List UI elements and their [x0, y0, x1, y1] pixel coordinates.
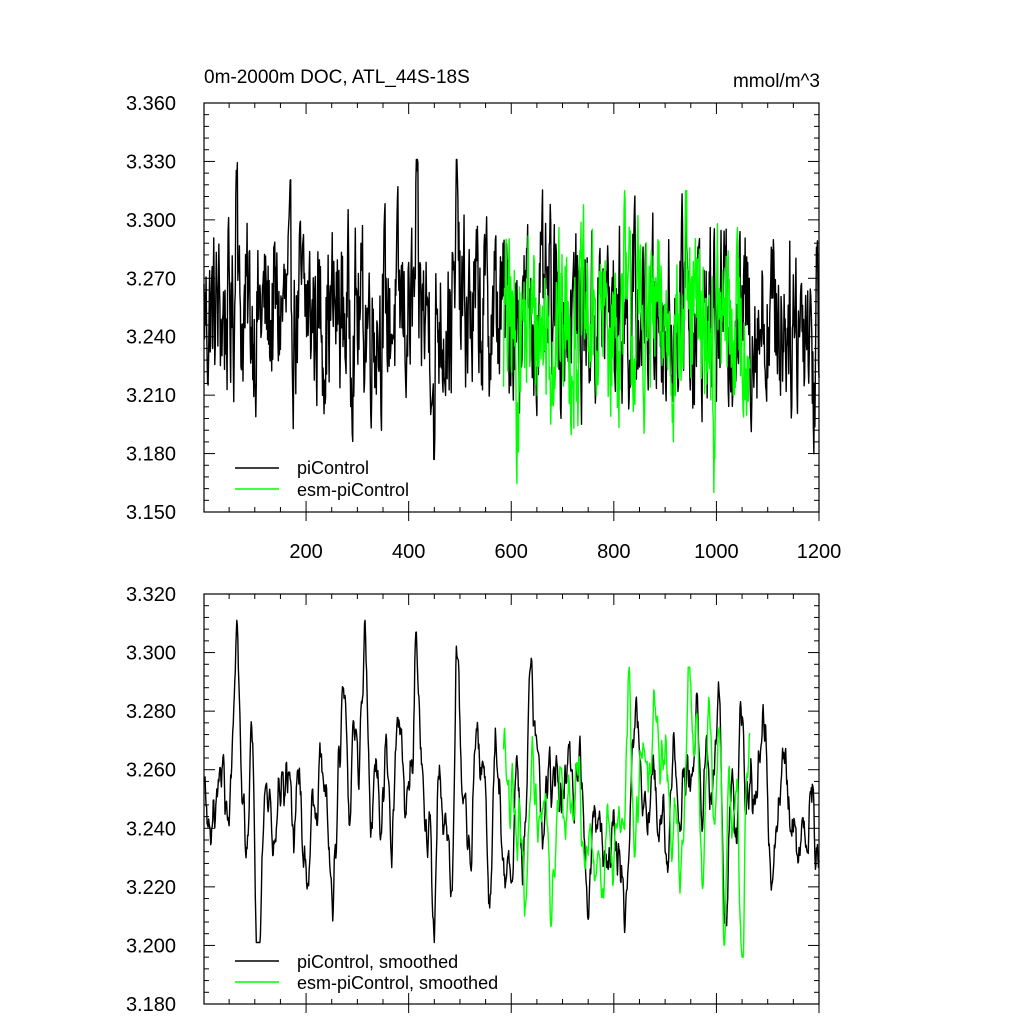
y-tick-label: 3.240: [126, 818, 176, 840]
legend-label-picontrol: piControl: [297, 458, 369, 478]
top-panel-series: [203, 158, 820, 494]
legend-label-esm-picontrol-smoothed: esm-piControl, smoothed: [297, 973, 498, 993]
bottom-panel: 3.180 3.200 3.220 3.240 3.260 3.280 3.300 3.320…: [126, 584, 820, 1016]
bottom-panel-series: [203, 619, 820, 958]
x-tick-label: 400: [392, 541, 425, 563]
y-tick-label: 3.260: [126, 760, 176, 782]
x-tick-label: 600: [495, 541, 528, 563]
y-tick-label: 3.270: [126, 268, 176, 290]
series-line-esm-picontrol-smoothed: [502, 666, 751, 958]
y-tick-label: 3.300: [126, 643, 176, 665]
y-tick-label: 3.180: [126, 994, 176, 1016]
y-tick-label: 3.240: [126, 327, 176, 349]
x-tick-label: 1000: [694, 541, 739, 563]
bottom-panel-legend: piControl, smoothed esm-piControl, smoot…: [235, 952, 498, 993]
y-tick-label: 3.300: [126, 210, 176, 232]
y-tick-label: 3.150: [126, 502, 176, 524]
top-panel: 0m-2000m DOC, ATL_44S-18S mmol/m^3 3.150…: [126, 67, 841, 563]
top-panel-x-axis: 200 400 600 800 1000 1200: [228, 103, 842, 563]
bottom-panel-x-axis: [228, 594, 820, 1013]
series-line-picontrol-smoothed: [203, 619, 820, 944]
y-tick-label: 3.220: [126, 877, 176, 899]
top-panel-y-axis: 3.150 3.180 3.210 3.240 3.270 3.300 3.330 3.360: [126, 93, 819, 524]
x-tick-label: 1200: [797, 541, 842, 563]
bottom-panel-y-axis: 3.180 3.200 3.220 3.240 3.260 3.280 3.300 3.320: [126, 584, 819, 1016]
x-tick-label: 800: [597, 541, 630, 563]
y-tick-label: 3.280: [126, 701, 176, 723]
legend-label-esm-picontrol: esm-piControl: [297, 480, 409, 500]
x-tick-label: 200: [289, 541, 322, 563]
y-tick-label: 3.180: [126, 444, 176, 466]
series-line-esm-picontrol: [502, 189, 751, 494]
top-panel-legend: piControl esm-piControl: [235, 458, 409, 500]
y-tick-label: 3.330: [126, 151, 176, 173]
legend-label-picontrol-smoothed: piControl, smoothed: [297, 952, 458, 972]
y-tick-label: 3.320: [126, 584, 176, 606]
top-panel-units: mmol/m^3: [733, 71, 820, 92]
y-tick-label: 3.200: [126, 935, 176, 957]
y-tick-label: 3.360: [126, 93, 176, 115]
y-tick-label: 3.210: [126, 385, 176, 407]
top-panel-title: 0m-2000m DOC, ATL_44S-18S: [204, 67, 470, 88]
